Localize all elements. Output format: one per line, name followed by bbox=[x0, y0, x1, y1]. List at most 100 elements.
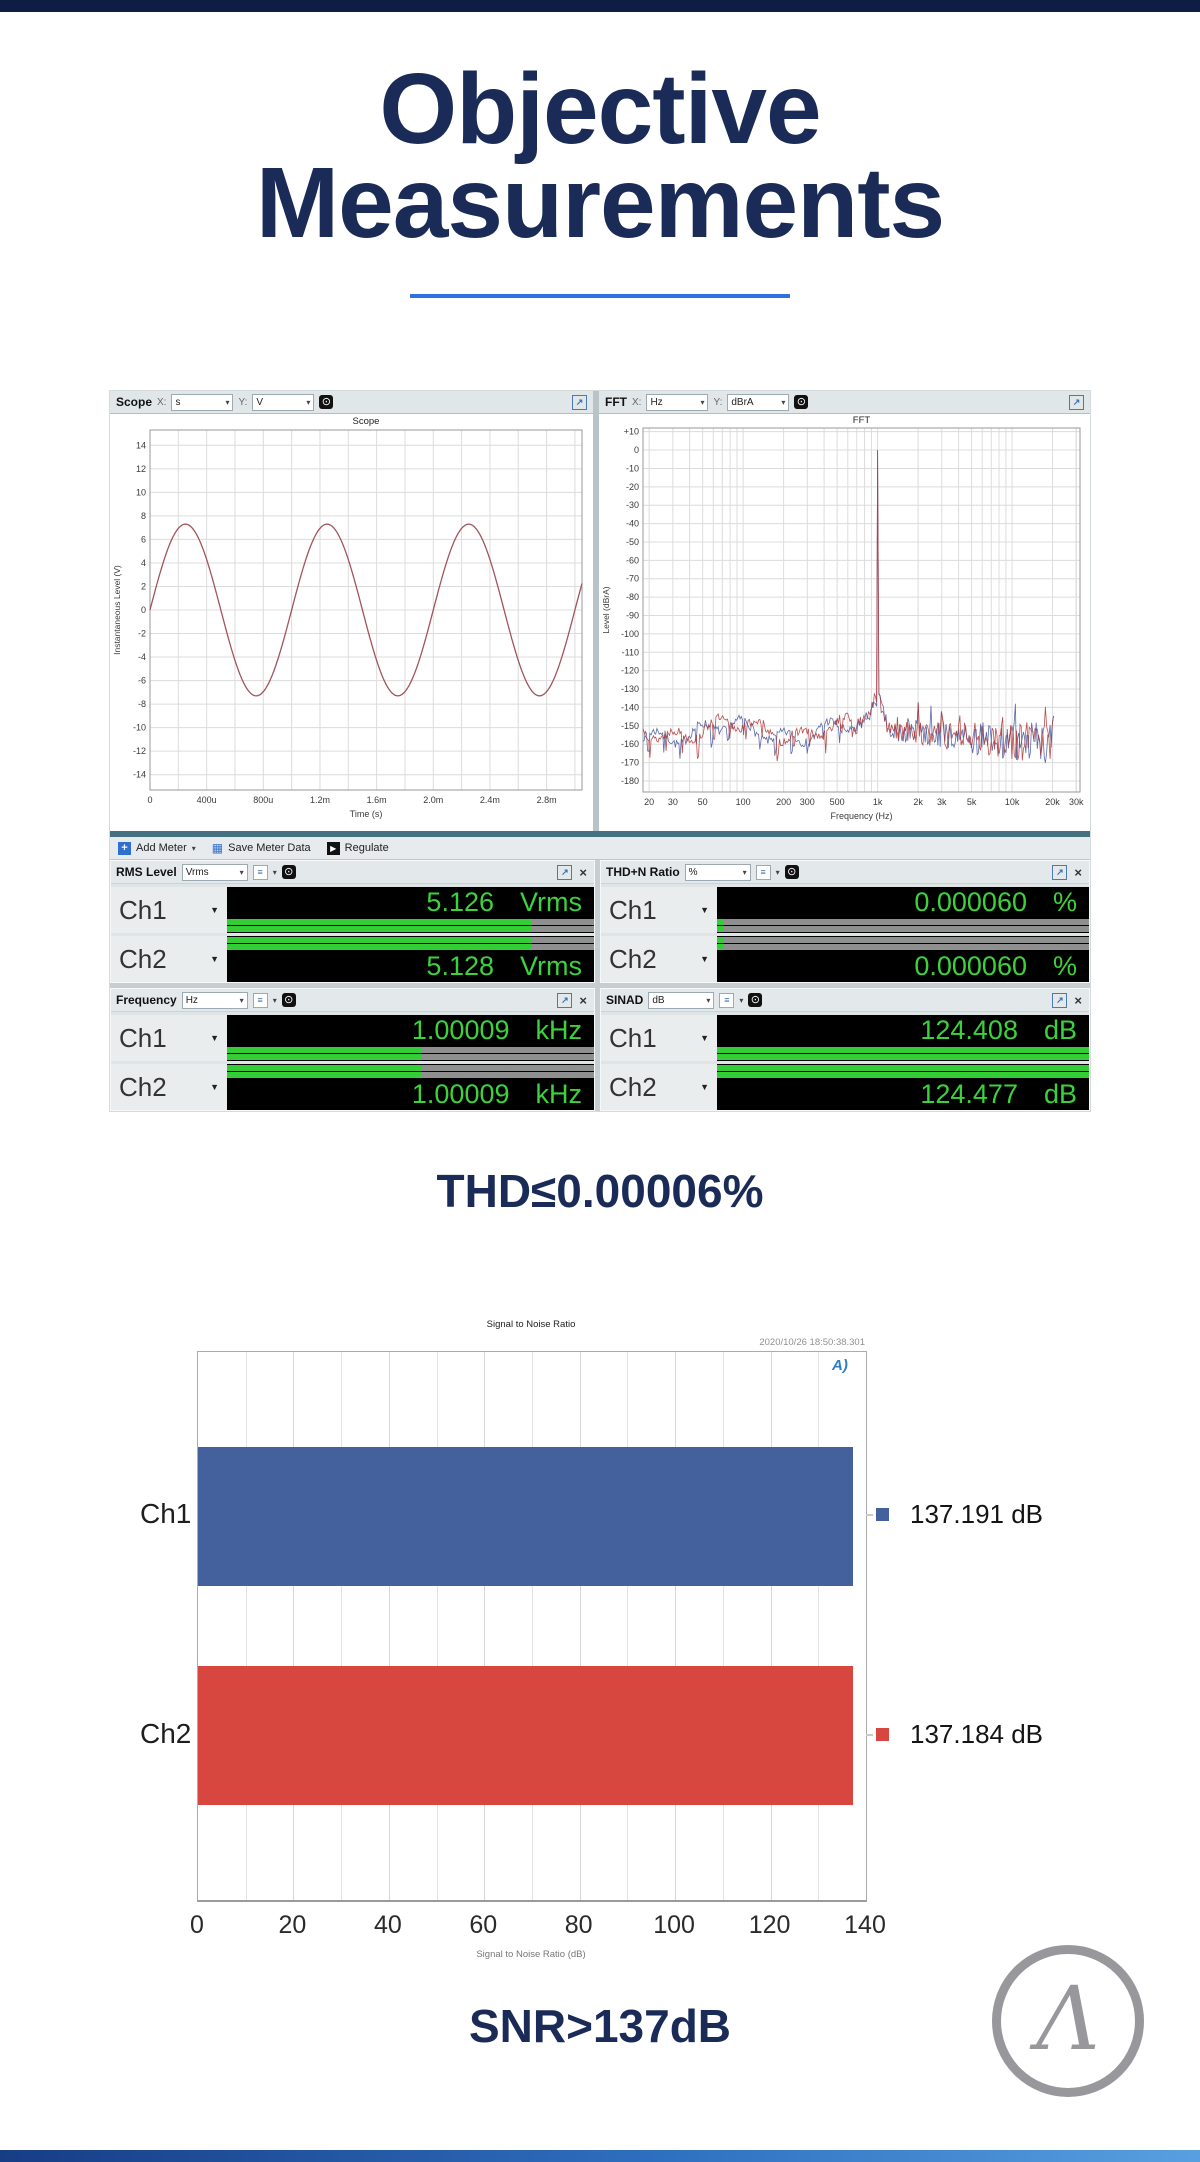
page-title-line1: Objective bbox=[379, 53, 821, 165]
svg-text:4: 4 bbox=[141, 558, 146, 568]
svg-text:-170: -170 bbox=[621, 758, 639, 768]
panel-splitter[interactable] bbox=[593, 391, 599, 831]
target-icon[interactable]: ⊙ bbox=[794, 395, 809, 409]
regulate-button[interactable]: ▶ Regulate bbox=[326, 841, 389, 855]
play-icon: ▶ bbox=[326, 841, 340, 855]
aune-logo-glyph: Λ bbox=[1036, 1967, 1100, 2070]
channel-selector[interactable]: Ch1 ▼ bbox=[601, 1015, 717, 1061]
snr-gridline bbox=[436, 1352, 438, 1900]
channel-dropdown-icon: ▼ bbox=[210, 1033, 219, 1043]
svg-text:12: 12 bbox=[136, 464, 146, 474]
svg-text:-60: -60 bbox=[626, 555, 639, 565]
close-icon[interactable]: × bbox=[1074, 864, 1082, 880]
target-icon[interactable]: ⊙ bbox=[748, 993, 763, 1007]
title-underline bbox=[410, 294, 790, 298]
snr-x-tick-label: 40 bbox=[373, 1911, 402, 1939]
svg-text:20: 20 bbox=[644, 797, 654, 807]
close-icon[interactable]: × bbox=[579, 992, 587, 1008]
scope-y-axis-label: Y: bbox=[238, 396, 248, 408]
channel-selector[interactable]: Ch1 ▼ bbox=[111, 887, 227, 933]
meter-channel-row: Ch1 ▼ 0.000060 % bbox=[601, 887, 1089, 933]
svg-text:1k: 1k bbox=[873, 797, 883, 807]
export-icon[interactable]: ↗ bbox=[1052, 864, 1068, 880]
channel-selector[interactable]: Ch2 ▼ bbox=[601, 1064, 717, 1110]
export-icon[interactable]: ↗ bbox=[1069, 394, 1084, 410]
scope-y-unit-select[interactable]: V ▾ bbox=[252, 393, 315, 411]
display-style-icon[interactable]: ≡ bbox=[252, 864, 268, 880]
snr-category-label: Ch1 bbox=[140, 1498, 192, 1529]
channel-label: Ch1 bbox=[609, 894, 657, 925]
snr-gridline bbox=[341, 1352, 343, 1900]
svg-text:Time (s): Time (s) bbox=[350, 809, 383, 819]
meter-value: 0.000060 bbox=[914, 887, 1027, 917]
meter-header: THD+N Ratio % ▾ ≡ ▾ ⊙ ↗ × bbox=[601, 861, 1089, 884]
channel-selector[interactable]: Ch2 ▼ bbox=[601, 936, 717, 982]
fft-y-unit-select[interactable]: dBrA ▾ bbox=[727, 393, 790, 411]
target-icon[interactable]: ⊙ bbox=[281, 865, 296, 879]
meter-value-unit: Vrms bbox=[520, 951, 582, 981]
add-meter-button[interactable]: + Add Meter ▾ bbox=[118, 841, 196, 855]
meter-unit-select[interactable]: Vrms ▾ bbox=[181, 863, 248, 881]
channel-dropdown-icon: ▼ bbox=[700, 905, 709, 915]
close-icon[interactable]: × bbox=[1074, 992, 1082, 1008]
svg-text:-140: -140 bbox=[621, 702, 639, 712]
meter-unit-select[interactable]: dB ▾ bbox=[648, 991, 715, 1009]
target-icon[interactable]: ⊙ bbox=[281, 993, 296, 1007]
meter-unit-select[interactable]: % ▾ bbox=[684, 863, 751, 881]
snr-x-tick-label: 60 bbox=[469, 1911, 498, 1939]
meter-value-unit: kHz bbox=[535, 1015, 583, 1045]
snr-x-tick-label: 100 bbox=[653, 1911, 695, 1939]
display-style-icon[interactable]: ≡ bbox=[252, 992, 268, 1008]
close-icon[interactable]: × bbox=[579, 864, 587, 880]
meter-panel-frequency: Frequency Hz ▾ ≡ ▾ ⊙ ↗ × Ch1 ▼ bbox=[110, 988, 595, 1111]
scope-x-unit-select[interactable]: s ▾ bbox=[171, 393, 234, 411]
channel-selector[interactable]: Ch1 ▼ bbox=[601, 887, 717, 933]
export-icon[interactable]: ↗ bbox=[572, 394, 587, 410]
display-style-icon[interactable]: ≡ bbox=[755, 864, 771, 880]
snr-plot-area bbox=[197, 1351, 867, 1902]
svg-text:300: 300 bbox=[800, 797, 815, 807]
channel-dropdown-icon: ▼ bbox=[210, 1082, 219, 1092]
meter-unit-select[interactable]: Hz ▾ bbox=[181, 991, 248, 1009]
svg-text:-10: -10 bbox=[626, 463, 639, 473]
snr-bar-ch1 bbox=[198, 1447, 853, 1586]
snr-gridline bbox=[675, 1352, 677, 1900]
svg-text:+10: +10 bbox=[624, 427, 639, 437]
channel-dropdown-icon: ▼ bbox=[700, 1033, 709, 1043]
export-icon[interactable]: ↗ bbox=[1052, 992, 1068, 1008]
chevron-down-icon: ▾ bbox=[739, 995, 744, 1005]
meter-value: 1.00009 bbox=[411, 1015, 510, 1045]
svg-text:10: 10 bbox=[136, 487, 146, 497]
section-splitter[interactable] bbox=[110, 831, 1090, 837]
target-icon[interactable]: ⊙ bbox=[319, 395, 334, 409]
meter-value-display: 1.00009 kHz bbox=[227, 1079, 594, 1110]
meter-bar-gauge bbox=[227, 1046, 594, 1061]
channel-label: Ch1 bbox=[609, 1022, 657, 1053]
thd-caption: THD≤0.00006% bbox=[436, 1165, 764, 1217]
svg-text:200: 200 bbox=[776, 797, 791, 807]
meter-header: Frequency Hz ▾ ≡ ▾ ⊙ ↗ × bbox=[111, 989, 594, 1012]
svg-text:2.8m: 2.8m bbox=[537, 795, 557, 805]
fft-spectrum-plot: +10 0 -10 -20 -30 -40 -50 -60 -70 -80 -90 -100 -110 -… bbox=[601, 415, 1084, 821]
meter-panel-thdn-ratio: THD+N Ratio % ▾ ≡ ▾ ⊙ ↗ × Ch1 ▼ bbox=[600, 860, 1090, 983]
chevron-down-icon: ▾ bbox=[272, 867, 277, 877]
plus-icon: + bbox=[118, 841, 131, 855]
target-icon[interactable]: ⊙ bbox=[784, 865, 799, 879]
export-icon[interactable]: ↗ bbox=[557, 992, 573, 1008]
save-meter-data-button[interactable]: ▦ Save Meter Data bbox=[212, 842, 311, 854]
display-style-icon[interactable]: ≡ bbox=[719, 992, 735, 1008]
channel-dropdown-icon: ▼ bbox=[210, 905, 219, 915]
export-icon[interactable]: ↗ bbox=[557, 864, 573, 880]
chevron-down-icon: ▾ bbox=[225, 397, 230, 407]
chevron-down-icon: ▾ bbox=[306, 397, 311, 407]
svg-text:0: 0 bbox=[141, 605, 146, 615]
channel-selector[interactable]: Ch1 ▼ bbox=[111, 1015, 227, 1061]
chevron-down-icon: ▾ bbox=[239, 995, 244, 1005]
page-title: Objective Measurements bbox=[0, 53, 1200, 253]
channel-selector[interactable]: Ch2 ▼ bbox=[111, 936, 227, 982]
snr-gridline bbox=[484, 1352, 486, 1900]
fft-x-unit-select[interactable]: Hz ▾ bbox=[646, 393, 709, 411]
chevron-down-icon: ▾ bbox=[742, 867, 747, 877]
meter-value: 1.00009 bbox=[411, 1079, 510, 1109]
channel-selector[interactable]: Ch2 ▼ bbox=[111, 1064, 227, 1110]
